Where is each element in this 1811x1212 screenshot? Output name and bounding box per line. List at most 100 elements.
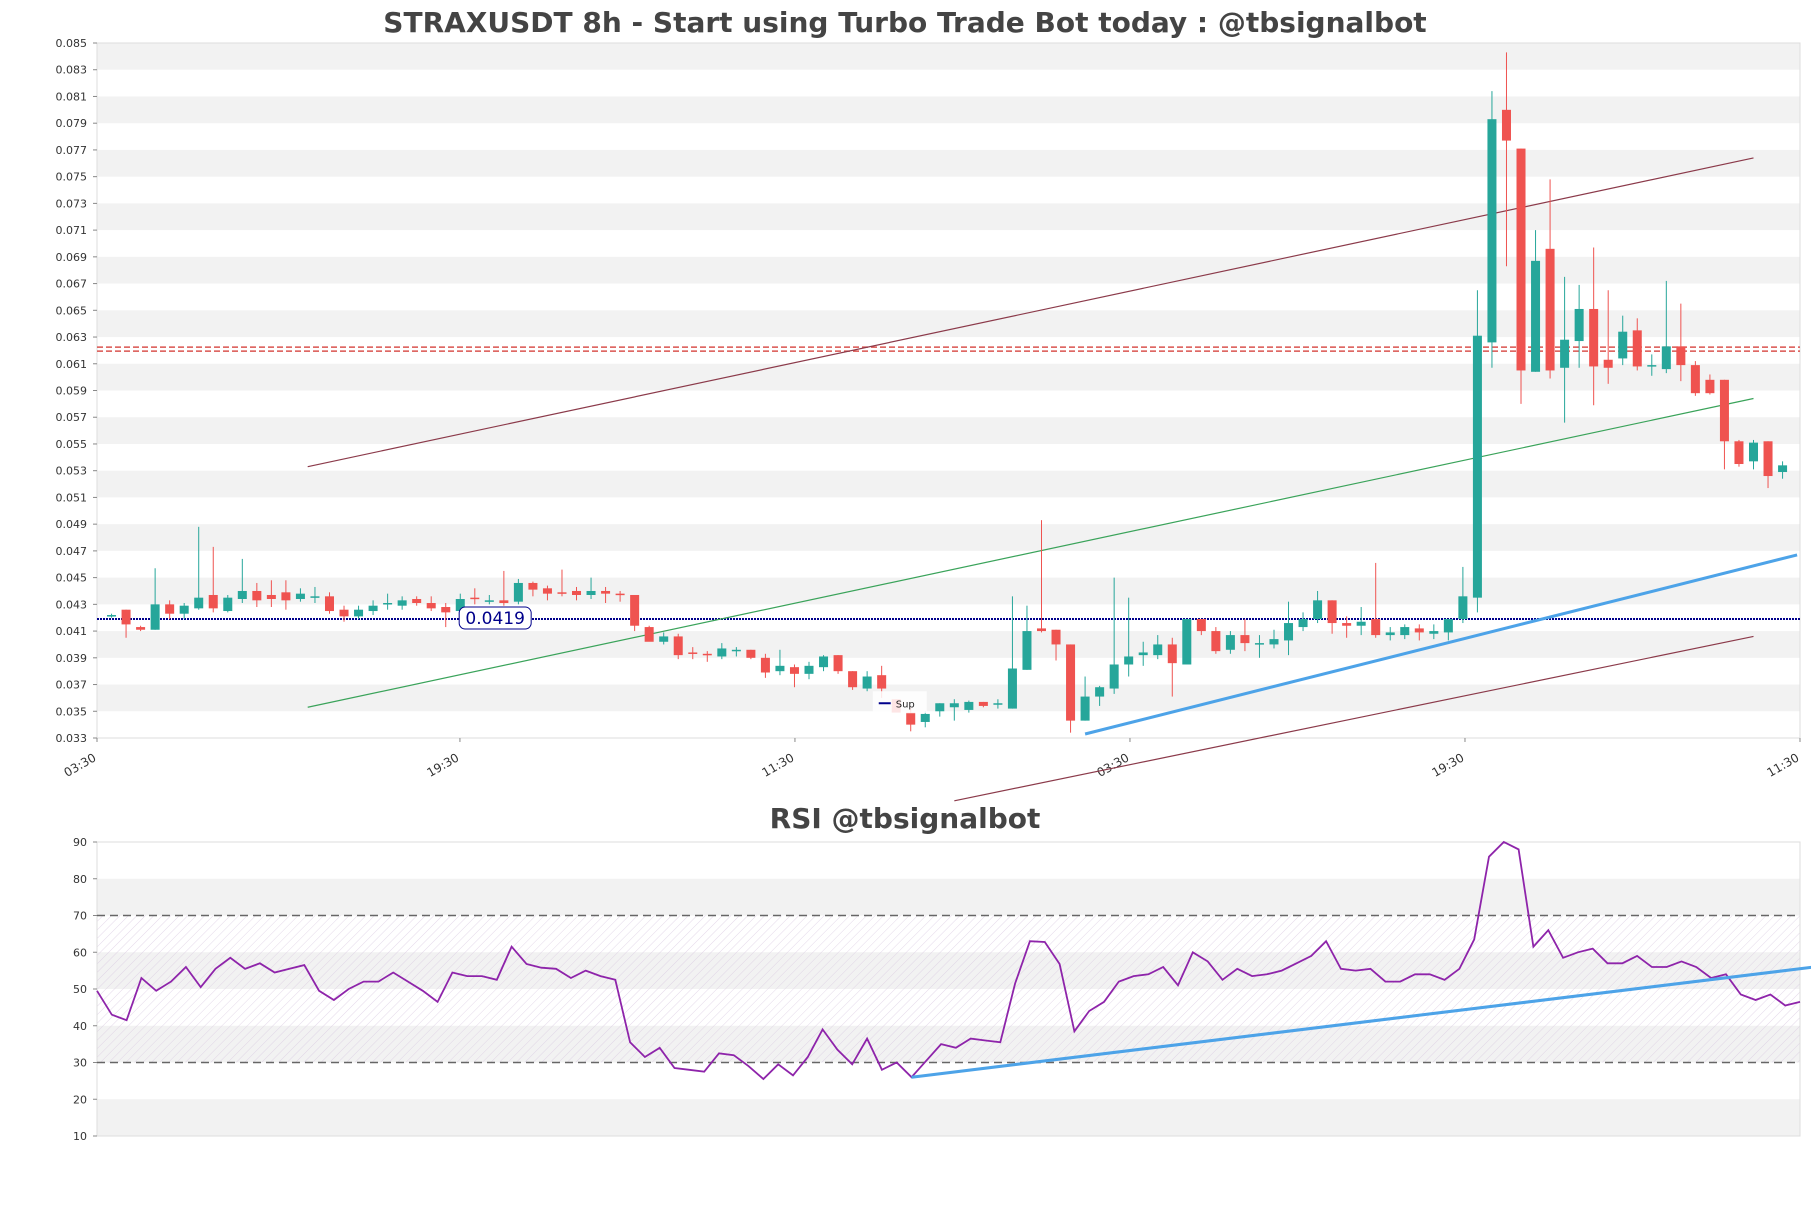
candle-body [978, 701, 988, 706]
rsi-trend-line [911, 965, 1811, 1079]
y-tick-label: 0.083 [56, 64, 88, 77]
grid-band [97, 310, 1800, 338]
grid-band [97, 96, 1800, 124]
grid-band [97, 43, 1800, 70]
candle-body [1153, 644, 1163, 656]
candle-body [1429, 631, 1439, 634]
trend-line [954, 635, 1754, 802]
candle-body [1574, 308, 1584, 342]
candle-body [819, 656, 829, 668]
candle-body [586, 590, 596, 595]
candle-body [775, 665, 785, 672]
trend-line [307, 397, 1754, 708]
main-chart-title: STRAXUSDT 8h - Start using Turbo Trade B… [383, 6, 1426, 39]
y-tick-label: 0.043 [56, 598, 88, 611]
rsi-y-tick-label: 90 [73, 836, 87, 849]
candle-body [630, 594, 640, 626]
candle-body [1327, 600, 1337, 624]
candle-body [1298, 619, 1308, 628]
candle-body [1342, 623, 1352, 626]
candle-body [688, 652, 698, 654]
candle-body [1618, 331, 1628, 359]
candle-body [1356, 621, 1366, 626]
candle-body [484, 600, 494, 602]
candle-body [1313, 600, 1323, 620]
candle-body [1109, 664, 1119, 689]
y-tick-label: 0.063 [56, 331, 88, 344]
trend-line [1084, 553, 1798, 736]
candle-body [1095, 687, 1105, 697]
candle-body [1531, 260, 1541, 372]
candle-body [107, 615, 117, 617]
candle-body [731, 649, 741, 652]
candle-body [920, 713, 930, 722]
candle-body [310, 596, 320, 598]
legend-box [872, 691, 927, 714]
y-tick-label: 0.049 [56, 518, 88, 531]
rsi-y-tick-label: 70 [73, 910, 87, 923]
candle-body [150, 604, 160, 630]
y-tick-label: 0.057 [56, 411, 88, 424]
candle-body [281, 592, 291, 601]
candle-body [1196, 619, 1206, 632]
candle-body [528, 582, 538, 590]
candle-body [1661, 346, 1671, 370]
y-tick-label: 0.055 [56, 438, 88, 451]
candle-body [1734, 441, 1744, 465]
y-tick-label: 0.059 [56, 385, 88, 398]
y-tick-label: 0.037 [56, 679, 88, 692]
candle-body [1632, 330, 1642, 367]
candle-body [1124, 656, 1134, 665]
candle-body [1487, 119, 1497, 343]
candle-body [1007, 668, 1017, 709]
rsi-grid-band [97, 1099, 1800, 1136]
candle-body [862, 676, 872, 689]
rsi-y-tick-label: 10 [73, 1130, 87, 1143]
x-tick-label: 03:30 [62, 750, 99, 779]
y-tick-label: 0.069 [56, 251, 88, 264]
candle-body [1400, 627, 1410, 636]
candle-body [266, 594, 276, 599]
grid-band [97, 524, 1800, 551]
candle-body [441, 607, 451, 613]
y-tick-label: 0.077 [56, 144, 88, 157]
candle-body [877, 675, 887, 689]
candle-body [1240, 635, 1250, 644]
candle-body [1269, 639, 1279, 645]
candle-body [1690, 365, 1700, 394]
candle-body [194, 597, 204, 609]
y-tick-label: 0.041 [56, 625, 88, 638]
candle-body [673, 636, 683, 656]
candle-body [1719, 379, 1729, 442]
candle-body [354, 609, 364, 617]
support-label-box [458, 606, 532, 630]
grid-band [97, 417, 1800, 444]
grid-band [97, 256, 1800, 284]
candle-body [397, 600, 407, 606]
candle-body [1763, 441, 1773, 477]
y-tick-label: 0.045 [56, 572, 88, 585]
candle-body [1705, 379, 1715, 394]
legend-label: Sup [896, 699, 915, 710]
candle-body [1501, 109, 1511, 141]
y-tick-label: 0.065 [56, 304, 88, 317]
candle-body [165, 604, 175, 614]
candle-body [1254, 643, 1264, 645]
candle-body [1036, 628, 1047, 632]
candle-body [1385, 632, 1395, 636]
y-tick-label: 0.085 [56, 37, 88, 50]
candle-body [1414, 628, 1424, 633]
grid-band [97, 363, 1800, 391]
candle-body [1022, 631, 1032, 670]
candle-body [542, 588, 552, 594]
y-tick-label: 0.061 [56, 358, 88, 371]
y-tick-label: 0.073 [56, 197, 88, 210]
candle-body [1051, 629, 1061, 645]
y-tick-label: 0.075 [56, 171, 88, 184]
candle-body [1182, 619, 1192, 665]
candle-body [208, 594, 218, 609]
y-tick-label: 0.081 [56, 90, 88, 103]
candle-body [760, 657, 770, 673]
grid-band [97, 577, 1800, 605]
